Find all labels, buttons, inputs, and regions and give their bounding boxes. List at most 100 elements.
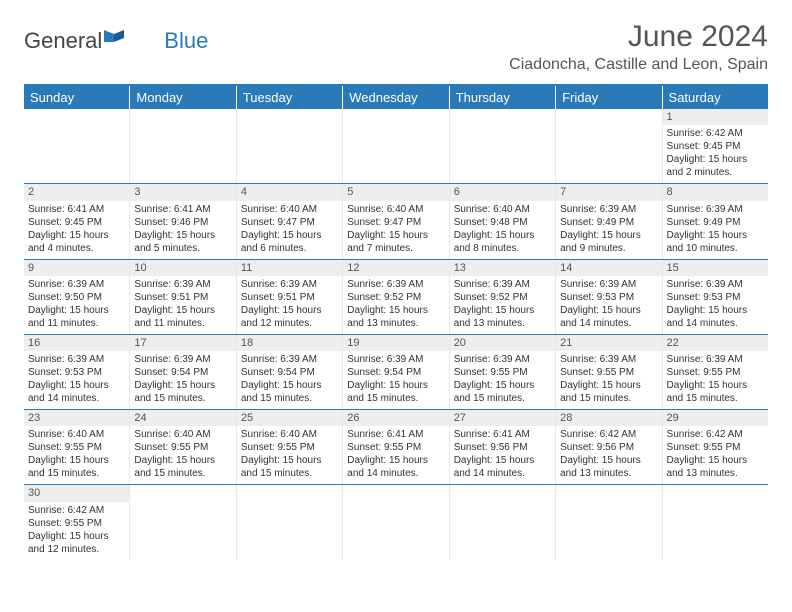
day-cell: 9Sunrise: 6:39 AMSunset: 9:50 PMDaylight… [24, 260, 130, 334]
day-cell: 24Sunrise: 6:40 AMSunset: 9:55 PMDayligh… [130, 410, 236, 484]
sunset-text: Sunset: 9:53 PM [28, 366, 125, 379]
sunset-text: Sunset: 9:46 PM [134, 216, 231, 229]
day-number: 24 [130, 410, 235, 426]
day-cell: 23 Sunrise: 6:40 AMSunset: 9:55 PMDayligh… [24, 410, 130, 484]
day-number: 17 [130, 335, 235, 351]
day-cell: 16Sunrise: 6:39 AMSunset: 9:53 PMDayligh… [24, 335, 130, 409]
sunrise-text: Sunrise: 6:39 AM [454, 278, 551, 291]
sunrise-text: Sunrise: 6:40 AM [454, 203, 551, 216]
daylight-text: Daylight: 15 hours and 15 minutes. [454, 379, 551, 405]
day-number: 9 [24, 260, 129, 276]
sunset-text: Sunset: 9:56 PM [454, 441, 551, 454]
sunrise-text: Sunrise: 6:39 AM [347, 278, 444, 291]
sunrise-text: Sunrise: 6:42 AM [560, 428, 657, 441]
empty-day-cell [556, 485, 662, 559]
day-cell: 22Sunrise: 6:39 AMSunset: 9:55 PMDayligh… [663, 335, 768, 409]
daylight-text: Daylight: 15 hours and 14 minutes. [667, 304, 764, 330]
sunrise-text: Sunrise: 6:40 AM [28, 428, 125, 441]
day-cell: 19Sunrise: 6:39 AMSunset: 9:54 PMDayligh… [343, 335, 449, 409]
daylight-text: Daylight: 15 hours and 11 minutes. [134, 304, 231, 330]
daylight-text: Daylight: 15 hours and 5 minutes. [134, 229, 231, 255]
daylight-text: Daylight: 15 hours and 6 minutes. [241, 229, 338, 255]
sunrise-text: Sunrise: 6:39 AM [241, 353, 338, 366]
sunrise-text: Sunrise: 6:39 AM [667, 278, 764, 291]
sunrise-text: Sunrise: 6:40 AM [241, 428, 338, 441]
weekday-header: Tuesday [237, 86, 343, 109]
day-cell: 2Sunrise: 6:41 AMSunset: 9:45 PMDaylight… [24, 184, 130, 258]
sunset-text: Sunset: 9:55 PM [241, 441, 338, 454]
sunset-text: Sunset: 9:51 PM [134, 291, 231, 304]
sunrise-text: Sunrise: 6:39 AM [667, 353, 764, 366]
day-number: 20 [450, 335, 555, 351]
day-cell: 27Sunrise: 6:41 AMSunset: 9:56 PMDayligh… [450, 410, 556, 484]
day-number: 23 [24, 410, 129, 426]
week-row: 16Sunrise: 6:39 AMSunset: 9:53 PMDayligh… [24, 335, 768, 410]
sunrise-text: Sunrise: 6:40 AM [134, 428, 231, 441]
sunrise-text: Sunrise: 6:42 AM [667, 428, 764, 441]
empty-day-cell [450, 485, 556, 559]
logo-flag-icon [104, 24, 126, 50]
calendar-page: General Blue June 2024 Ciadoncha, Castil… [0, 0, 792, 580]
day-cell: 3Sunrise: 6:41 AMSunset: 9:46 PMDaylight… [130, 184, 236, 258]
daylight-text: Daylight: 15 hours and 13 minutes. [560, 454, 657, 480]
day-number: 7 [556, 184, 661, 200]
sunrise-text: Sunrise: 6:39 AM [134, 278, 231, 291]
weekday-header: Wednesday [343, 86, 449, 109]
sunset-text: Sunset: 9:54 PM [241, 366, 338, 379]
daylight-text: Daylight: 15 hours and 2 minutes. [667, 153, 764, 179]
day-cell: 25Sunrise: 6:40 AMSunset: 9:55 PMDayligh… [237, 410, 343, 484]
day-number: 14 [556, 260, 661, 276]
sunset-text: Sunset: 9:55 PM [454, 366, 551, 379]
sunrise-text: Sunrise: 6:41 AM [454, 428, 551, 441]
sunset-text: Sunset: 9:50 PM [28, 291, 125, 304]
day-number: 6 [450, 184, 555, 200]
sunset-text: Sunset: 9:49 PM [667, 216, 764, 229]
sunset-text: Sunset: 9:45 PM [28, 216, 125, 229]
sunrise-text: Sunrise: 6:39 AM [667, 203, 764, 216]
week-row: 2 Sunrise: 6:41 AM Sunset: 9:45 PM Daylight… [24, 184, 768, 259]
day-cell: 8Sunrise: 6:39 AMSunset: 9:49 PMDaylight… [663, 184, 768, 258]
day-number: 22 [663, 335, 768, 351]
daylight-text: Daylight: 15 hours and 14 minutes. [347, 454, 444, 480]
sunrise-text: Sunrise: 6:40 AM [347, 203, 444, 216]
page-header: General Blue June 2024 Ciadoncha, Castil… [24, 20, 768, 74]
sunrise-text: Sunrise: 6:41 AM [347, 428, 444, 441]
empty-day-cell [130, 109, 236, 183]
daylight-text: Daylight: 15 hours and 13 minutes. [454, 304, 551, 330]
empty-day-cell [343, 109, 449, 183]
sunrise-text: Sunrise: 6:39 AM [134, 353, 231, 366]
weekday-header: Thursday [450, 86, 556, 109]
sunrise-text: Sunrise: 6:39 AM [560, 278, 657, 291]
daylight-text: Daylight: 15 hours and 15 minutes. [28, 454, 125, 480]
sunset-text: Sunset: 9:45 PM [667, 140, 764, 153]
day-cell: 30Sunrise: 6:42 AMSunset: 9:55 PMDayligh… [24, 485, 130, 559]
daylight-text: Daylight: 15 hours and 15 minutes. [241, 454, 338, 480]
sunrise-text: Sunrise: 6:39 AM [28, 353, 125, 366]
weekday-header: Monday [130, 86, 236, 109]
day-number: 2 [24, 184, 129, 200]
sunset-text: Sunset: 9:51 PM [241, 291, 338, 304]
day-cell: 7Sunrise: 6:39 AMSunset: 9:49 PMDaylight… [556, 184, 662, 258]
daylight-text: Daylight: 15 hours and 7 minutes. [347, 229, 444, 255]
day-cell: 17Sunrise: 6:39 AMSunset: 9:54 PMDayligh… [130, 335, 236, 409]
daylight-text: Daylight: 15 hours and 12 minutes. [28, 530, 125, 556]
sunrise-text: Sunrise: 6:42 AM [667, 127, 764, 140]
location-text: Ciadoncha, Castille and Leon, Spain [509, 56, 768, 74]
daylight-text: Daylight: 15 hours and 15 minutes. [241, 379, 338, 405]
sunrise-text: Sunrise: 6:40 AM [241, 203, 338, 216]
daylight-text: Daylight: 15 hours and 8 minutes. [454, 229, 551, 255]
sunrise-text: Sunrise: 6:39 AM [454, 353, 551, 366]
weekday-header-row: Sunday Monday Tuesday Wednesday Thursday… [24, 86, 768, 109]
empty-day-cell [130, 485, 236, 559]
sunset-text: Sunset: 9:55 PM [28, 441, 125, 454]
day-cell: 20 Sunrise: 6:39 AMSunset: 9:55 PMDayligh… [450, 335, 556, 409]
day-number: 8 [663, 184, 768, 200]
day-number: 16 [24, 335, 129, 351]
empty-day-cell [237, 109, 343, 183]
day-cell: 18Sunrise: 6:39 AMSunset: 9:54 PMDayligh… [237, 335, 343, 409]
month-title: June 2024 [509, 20, 768, 54]
day-cell: 1Sunrise: 6:42 AMSunset: 9:45 PMDaylight… [663, 109, 768, 183]
sunrise-text: Sunrise: 6:41 AM [134, 203, 231, 216]
week-row: 9 Sunrise: 6:39 AM Sunset: 9:50 PM Daylight… [24, 260, 768, 335]
day-cell: 11Sunrise: 6:39 AMSunset: 9:51 PMDayligh… [237, 260, 343, 334]
